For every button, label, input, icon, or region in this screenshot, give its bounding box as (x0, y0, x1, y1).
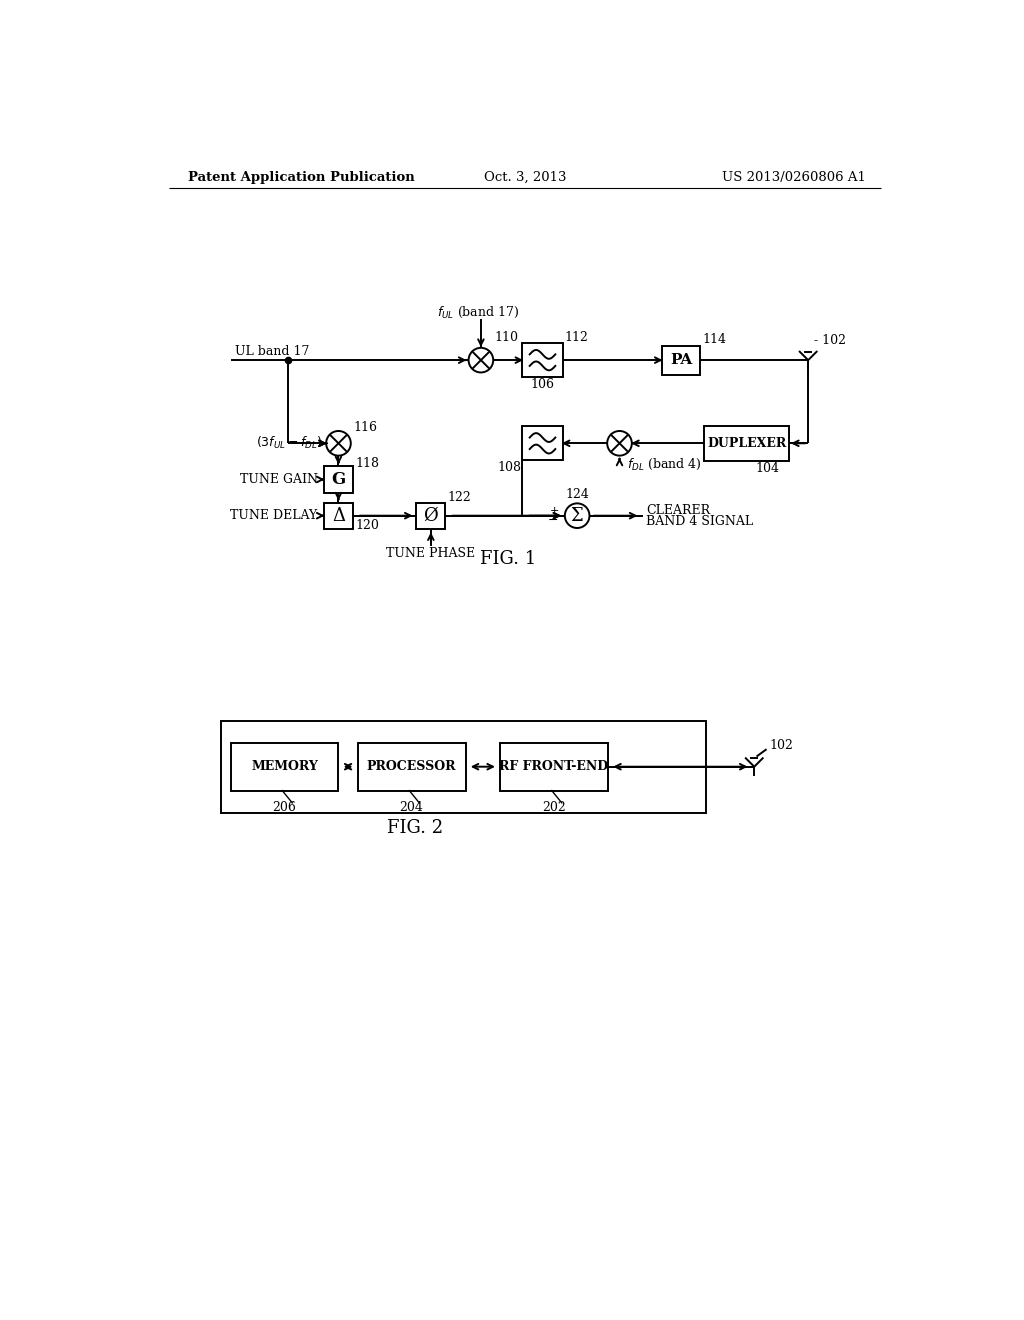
Text: Patent Application Publication: Patent Application Publication (188, 172, 415, 185)
Text: FIG. 2: FIG. 2 (387, 820, 443, 837)
Bar (662, 346, 700, 375)
Text: PA: PA (670, 354, 692, 367)
Text: $(3f_{UL}-f_{DL})$: $(3f_{UL}-f_{DL})$ (256, 436, 323, 451)
Text: US 2013/0260806 A1: US 2013/0260806 A1 (722, 172, 866, 185)
Text: 106: 106 (530, 379, 555, 391)
Text: $f_{UL}$ (band 17): $f_{UL}$ (band 17) (436, 305, 519, 319)
Text: 108: 108 (497, 462, 521, 474)
Text: 104: 104 (756, 462, 780, 475)
Text: −: − (548, 513, 559, 527)
Bar (324, 503, 353, 529)
Text: TUNE GAIN: TUNE GAIN (240, 473, 317, 486)
Bar (416, 503, 445, 529)
Text: Δ: Δ (332, 507, 345, 524)
Text: $f_{DL}$ (band 4): $f_{DL}$ (band 4) (628, 457, 701, 473)
Text: +: + (549, 506, 559, 516)
Text: TUNE PHASE: TUNE PHASE (386, 546, 475, 560)
Text: TUNE DELAY: TUNE DELAY (230, 510, 317, 523)
Text: Oct. 3, 2013: Oct. 3, 2013 (483, 172, 566, 185)
Bar (705, 425, 788, 461)
Text: 122: 122 (447, 491, 471, 504)
Text: CLEARER: CLEARER (646, 504, 711, 517)
Text: 202: 202 (542, 801, 566, 814)
Text: 102: 102 (770, 739, 794, 751)
Circle shape (469, 348, 494, 372)
Bar (522, 343, 562, 378)
Text: 114: 114 (702, 333, 727, 346)
Bar (324, 466, 353, 492)
Text: RF FRONT-END: RF FRONT-END (500, 760, 608, 774)
Bar (357, 743, 466, 791)
Text: 110: 110 (495, 330, 519, 343)
Text: Ø: Ø (424, 507, 438, 524)
Text: 124: 124 (565, 487, 589, 500)
Text: G: G (332, 471, 345, 488)
Bar (230, 743, 339, 791)
Text: Σ: Σ (570, 507, 584, 524)
Circle shape (607, 430, 632, 455)
Text: 112: 112 (565, 330, 589, 343)
Text: 118: 118 (355, 457, 380, 470)
Text: MEMORY: MEMORY (251, 760, 318, 774)
Bar (220, 721, 706, 813)
Text: BAND 4 SIGNAL: BAND 4 SIGNAL (646, 515, 754, 528)
Text: DUPLEXER: DUPLEXER (707, 437, 786, 450)
Circle shape (565, 503, 590, 528)
Text: - 102: - 102 (814, 334, 846, 347)
Circle shape (326, 430, 351, 455)
Text: 116: 116 (353, 421, 377, 434)
Bar (522, 426, 562, 461)
Bar (500, 743, 608, 791)
Text: FIG. 1: FIG. 1 (479, 550, 536, 568)
Text: UL band 17: UL band 17 (234, 345, 309, 358)
Text: 204: 204 (399, 801, 424, 814)
Text: PROCESSOR: PROCESSOR (367, 760, 457, 774)
Text: 120: 120 (355, 519, 379, 532)
Text: 206: 206 (272, 801, 297, 814)
